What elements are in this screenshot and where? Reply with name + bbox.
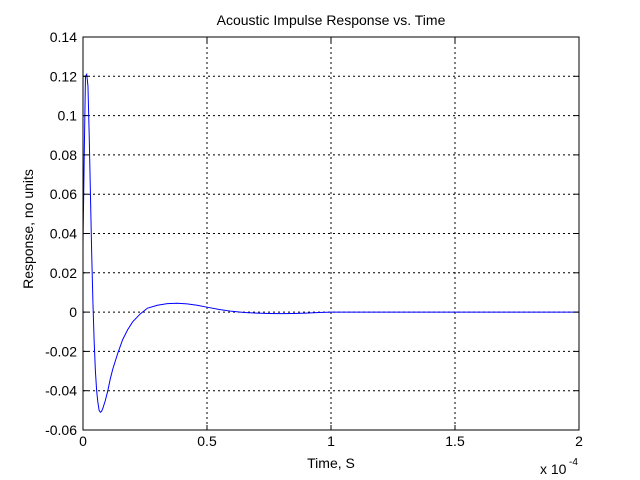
x-tick-label: 2 xyxy=(575,433,583,449)
x-tick-label: 1 xyxy=(327,433,335,449)
y-tick-label: -0.06 xyxy=(45,422,77,438)
x-tick-label: 0.5 xyxy=(197,433,217,449)
x-axis-exponent-base: x 10 xyxy=(540,461,567,477)
x-tick-label: 1.5 xyxy=(445,433,465,449)
y-tick-label: 0.08 xyxy=(50,147,77,163)
y-tick-label: 0.04 xyxy=(50,226,77,242)
y-axis-label: Response, no units xyxy=(20,169,36,289)
y-tick-label: -0.04 xyxy=(45,383,77,399)
impulse-response-line xyxy=(82,72,579,414)
y-tick-label: -0.02 xyxy=(45,343,77,359)
chart-title: Acoustic Impulse Response vs. Time xyxy=(217,12,446,28)
x-axis-ticks: 0 0.5 1 1.5 2 xyxy=(79,37,583,449)
x-axis-label: Time, S xyxy=(307,455,355,471)
y-tick-label: 0.12 xyxy=(50,68,77,84)
x-tick-label: 0 xyxy=(79,433,87,449)
x-axis-exponent-power: -4 xyxy=(569,457,578,468)
y-tick-label: 0.1 xyxy=(58,108,78,124)
y-axis-ticks: -0.06 -0.04 -0.02 0 0.02 0.04 0.06 0.08 0.1 0.12 0… xyxy=(45,29,579,438)
y-tick-label: 0 xyxy=(69,304,77,320)
y-tick-label: 0.14 xyxy=(50,29,77,45)
y-tick-label: 0.02 xyxy=(50,265,77,281)
grid-lines xyxy=(83,37,579,430)
y-tick-label: 0.06 xyxy=(50,186,77,202)
